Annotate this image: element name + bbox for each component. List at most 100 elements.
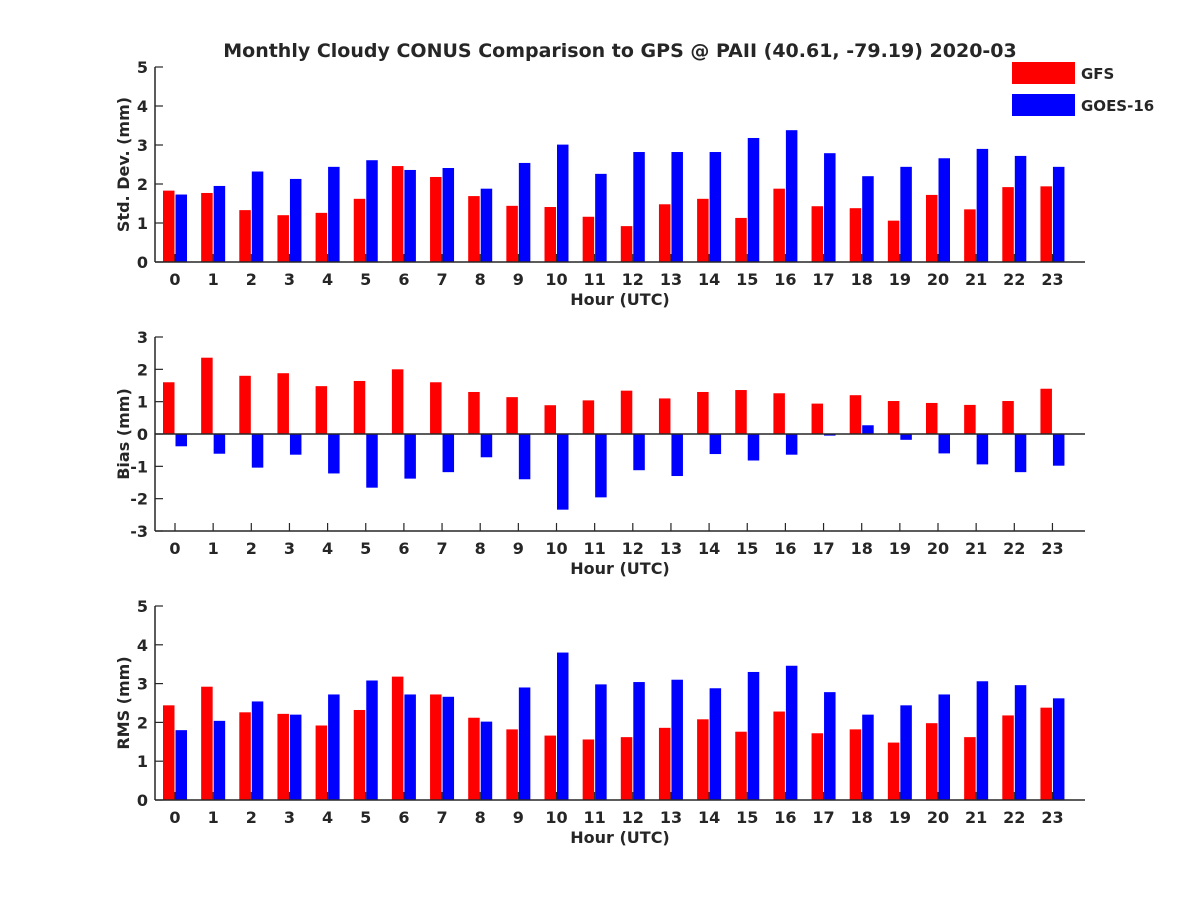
x-tick-label: 14 <box>698 808 720 827</box>
bar <box>213 185 226 262</box>
y-tick-label: -1 <box>130 457 148 476</box>
bar <box>735 731 747 800</box>
bar <box>518 162 531 262</box>
x-tick-label: 22 <box>1003 808 1025 827</box>
bar <box>289 178 302 262</box>
x-tick-label: 23 <box>1041 539 1063 558</box>
bar <box>938 694 950 800</box>
x-tick-label: 3 <box>284 270 295 289</box>
x-tick-label: 21 <box>965 808 987 827</box>
bar <box>175 434 187 447</box>
bar <box>658 727 671 800</box>
x-tick-label: 0 <box>169 539 180 558</box>
bar <box>620 226 633 262</box>
x-tick-label: 17 <box>812 808 834 827</box>
y-tick-label: 3 <box>137 328 148 347</box>
x-tick-label: 10 <box>545 808 567 827</box>
bar <box>404 694 416 800</box>
bar <box>595 434 607 498</box>
bar <box>747 137 760 262</box>
bar <box>544 207 556 262</box>
y-tick-label: -2 <box>130 490 148 509</box>
bar <box>595 684 607 800</box>
bar <box>213 720 226 800</box>
bar <box>747 671 760 800</box>
bar <box>366 160 378 262</box>
bar <box>213 434 226 454</box>
x-tick-label: 20 <box>927 539 949 558</box>
x-tick-label: 18 <box>851 270 873 289</box>
y-tick-label: 5 <box>137 58 148 77</box>
bar <box>201 357 213 434</box>
bar <box>671 434 683 477</box>
y-tick-label: 2 <box>137 360 148 379</box>
series-goes-16 <box>175 652 1065 800</box>
bar <box>709 434 722 455</box>
bar <box>391 369 404 434</box>
bar <box>404 169 416 262</box>
bar <box>976 148 989 262</box>
x-tick-label: 12 <box>622 808 644 827</box>
bar <box>964 404 976 434</box>
bar <box>582 400 595 434</box>
bar <box>633 434 645 471</box>
bar <box>468 717 480 800</box>
x-tick-label: 23 <box>1041 808 1063 827</box>
bar <box>430 176 442 262</box>
bar <box>773 711 785 800</box>
y-tick-label: 0 <box>137 425 148 444</box>
x-tick-label: 13 <box>660 539 682 558</box>
series-gfs <box>163 676 1052 800</box>
bar <box>289 714 302 800</box>
legend-label: GFS <box>1081 65 1114 83</box>
y-axis-label: Bias (mm) <box>114 388 133 480</box>
bar <box>442 434 455 473</box>
bar <box>785 130 798 262</box>
bar <box>544 735 556 800</box>
x-tick-label: 2 <box>246 539 257 558</box>
x-tick-label: 15 <box>736 539 758 558</box>
bar <box>824 153 836 262</box>
x-tick-label: 14 <box>698 539 720 558</box>
bar <box>1002 187 1014 262</box>
y-tick-label: 1 <box>137 393 148 412</box>
bar <box>1040 388 1052 434</box>
bar <box>811 206 824 262</box>
bar <box>849 395 862 434</box>
bar <box>328 166 340 262</box>
bar <box>633 152 645 262</box>
x-axis-label: Hour (UTC) <box>570 290 670 309</box>
bar <box>468 196 480 262</box>
bar <box>506 205 518 262</box>
bar <box>163 382 175 434</box>
bar <box>1040 707 1052 800</box>
bar <box>366 680 378 800</box>
bar <box>976 681 989 800</box>
x-tick-label: 9 <box>513 808 524 827</box>
y-tick-label: 0 <box>137 253 148 272</box>
y-tick-label: 1 <box>137 214 148 233</box>
bar <box>849 208 862 262</box>
x-tick-label: 19 <box>889 270 911 289</box>
x-tick-label: 5 <box>360 270 371 289</box>
bar <box>697 719 709 800</box>
bar <box>557 652 569 800</box>
bar <box>862 714 874 800</box>
bar <box>938 434 950 454</box>
x-tick-label: 13 <box>660 270 682 289</box>
x-tick-label: 7 <box>436 539 447 558</box>
bar <box>773 188 785 262</box>
bar <box>506 729 518 800</box>
bar <box>900 166 912 262</box>
bar <box>518 687 531 800</box>
x-tick-label: 5 <box>360 808 371 827</box>
y-tick-label: 2 <box>137 713 148 732</box>
bar <box>277 713 289 800</box>
x-tick-label: 19 <box>889 808 911 827</box>
x-tick-label: 19 <box>889 539 911 558</box>
bar <box>430 694 442 800</box>
bar <box>735 390 747 434</box>
x-tick-label: 22 <box>1003 270 1025 289</box>
x-tick-label: 7 <box>436 808 447 827</box>
